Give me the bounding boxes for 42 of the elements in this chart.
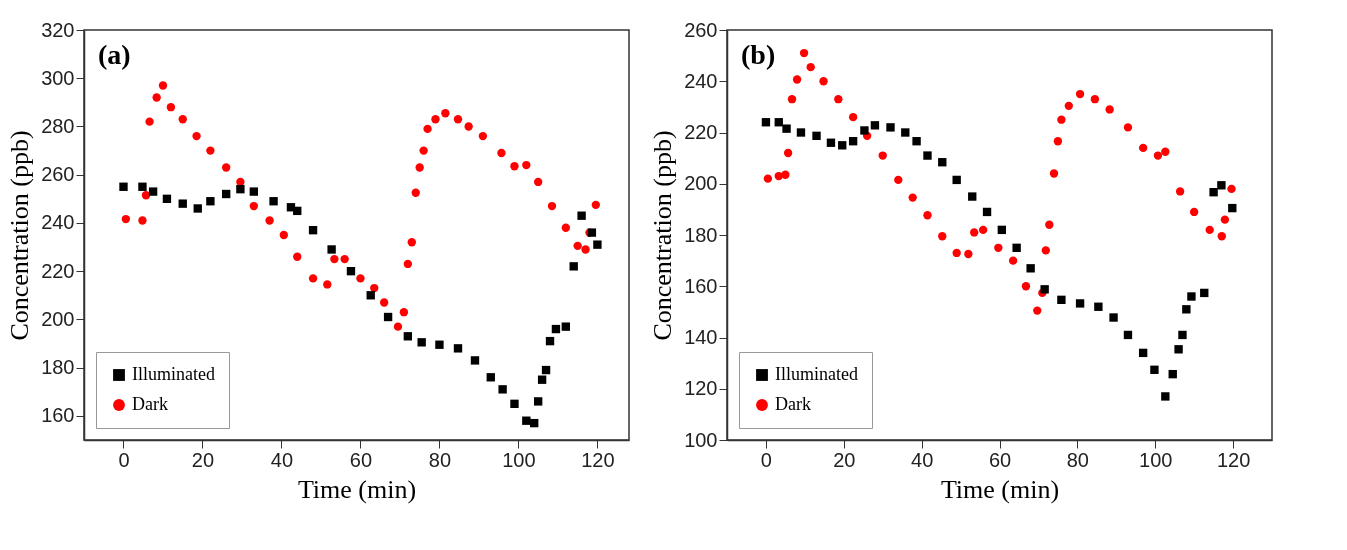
y-tick-label: 220 bbox=[684, 121, 718, 143]
y-tick-label: 220 bbox=[41, 259, 75, 282]
x-tick-label: 20 bbox=[191, 448, 215, 471]
x-tick-label: 120 bbox=[581, 448, 615, 471]
x-axis-title: Time (min) bbox=[940, 474, 1060, 504]
y-tick-label: 280 bbox=[41, 114, 75, 137]
x-tick-label: 120 bbox=[1216, 448, 1251, 471]
y-tick-label: 160 bbox=[41, 404, 75, 427]
y-tick-label: 180 bbox=[684, 223, 718, 246]
x-tick-label: 100 bbox=[1139, 448, 1173, 471]
y-tick-label: 240 bbox=[41, 211, 75, 234]
x-tick-label: 0 bbox=[760, 448, 772, 471]
legend-label: Illuminated bbox=[132, 364, 215, 384]
y-tick-label: 100 bbox=[684, 428, 718, 451]
x-tick-label: 60 bbox=[349, 448, 373, 471]
annotation: (a) bbox=[98, 39, 131, 70]
y-tick-label: 120 bbox=[684, 377, 718, 400]
y-tick-label: 260 bbox=[684, 18, 718, 41]
y-tick-label: 140 bbox=[684, 326, 718, 348]
x-tick-label: 80 bbox=[1066, 448, 1089, 471]
y-axis-title: Concentration (ppb) bbox=[648, 130, 678, 341]
y-tick-label: 300 bbox=[41, 66, 75, 89]
y-tick-label: 180 bbox=[41, 356, 75, 379]
y-tick-label: 200 bbox=[684, 172, 718, 195]
legend-label: Dark bbox=[132, 394, 168, 414]
y-tick-label: 260 bbox=[41, 163, 75, 186]
x-axis-title: Time (min) bbox=[297, 474, 417, 504]
x-tick-label: 20 bbox=[833, 448, 856, 471]
x-tick-label: 100 bbox=[502, 448, 536, 471]
y-tick-label: 200 bbox=[41, 307, 75, 330]
legend-label: Dark bbox=[775, 394, 811, 414]
y-tick-label: 240 bbox=[684, 69, 718, 92]
annotation: (b) bbox=[741, 39, 776, 70]
x-tick-label: 0 bbox=[118, 448, 130, 471]
x-tick-label: 80 bbox=[428, 448, 452, 471]
y-tick-label: 160 bbox=[684, 274, 718, 297]
x-tick-label: 40 bbox=[270, 448, 294, 471]
y-axis-title: Concentration (ppb) bbox=[5, 130, 35, 341]
legend-label: Illuminated bbox=[775, 364, 858, 384]
x-tick-label: 40 bbox=[911, 448, 934, 471]
x-tick-label: 60 bbox=[988, 448, 1012, 471]
y-tick-label: 320 bbox=[41, 18, 75, 41]
